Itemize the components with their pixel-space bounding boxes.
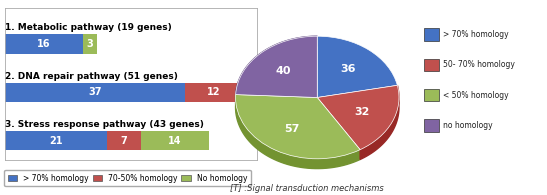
Text: [T] :Signal transduction mechanisms: [T] :Signal transduction mechanisms bbox=[230, 184, 383, 193]
Text: 57: 57 bbox=[284, 124, 300, 134]
Wedge shape bbox=[317, 85, 399, 150]
Bar bbox=[107, 131, 141, 150]
Text: > 70% homology: > 70% homology bbox=[443, 30, 509, 39]
Bar bbox=[5, 83, 184, 102]
Text: 37: 37 bbox=[88, 87, 102, 97]
Text: 3. Stress response pathway (43 genes): 3. Stress response pathway (43 genes) bbox=[5, 120, 205, 129]
Bar bbox=[242, 83, 247, 102]
Polygon shape bbox=[360, 85, 399, 160]
Text: 7: 7 bbox=[121, 136, 127, 146]
Text: 21: 21 bbox=[50, 136, 63, 146]
Text: 12: 12 bbox=[207, 87, 220, 97]
Text: 1. Metabolic pathway (19 genes): 1. Metabolic pathway (19 genes) bbox=[5, 23, 172, 32]
Wedge shape bbox=[236, 95, 360, 159]
Bar bbox=[5, 131, 107, 150]
Bar bbox=[5, 34, 83, 54]
Text: 40: 40 bbox=[276, 66, 291, 76]
Text: 50- 70% homology: 50- 70% homology bbox=[443, 60, 515, 69]
Bar bbox=[184, 83, 242, 102]
Legend: > 70% homology, 70-50% homology, No homology: > 70% homology, 70-50% homology, No homo… bbox=[4, 170, 251, 186]
Text: 3: 3 bbox=[87, 39, 94, 49]
Wedge shape bbox=[236, 36, 317, 98]
Text: 36: 36 bbox=[341, 64, 356, 74]
Text: 1: 1 bbox=[242, 87, 248, 97]
Text: 16: 16 bbox=[37, 39, 51, 49]
Text: < 50% homology: < 50% homology bbox=[443, 91, 509, 100]
Bar bbox=[141, 131, 209, 150]
Text: 2. DNA repair pathway (51 genes): 2. DNA repair pathway (51 genes) bbox=[5, 72, 178, 81]
Text: 14: 14 bbox=[168, 136, 182, 146]
Polygon shape bbox=[236, 36, 317, 104]
Polygon shape bbox=[236, 95, 360, 169]
Wedge shape bbox=[317, 36, 397, 98]
Bar bbox=[83, 34, 97, 54]
Text: no homology: no homology bbox=[443, 121, 493, 130]
Text: 32: 32 bbox=[354, 107, 370, 117]
